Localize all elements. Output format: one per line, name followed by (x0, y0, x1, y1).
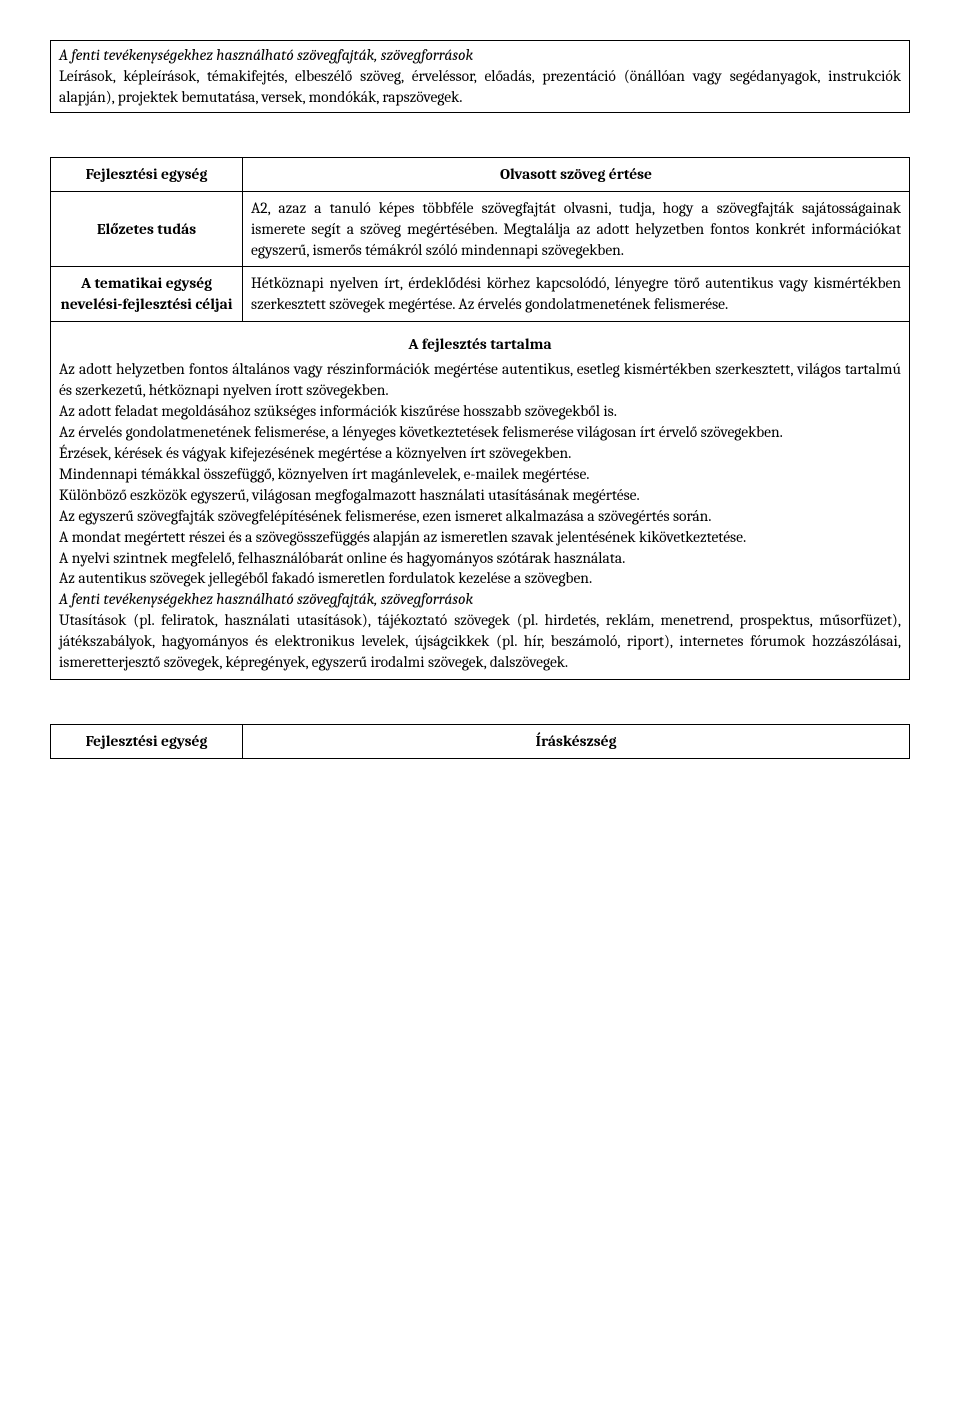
dev-title: A fejlesztés tartalma (59, 334, 901, 355)
dev-p6: Különböző eszközök egyszerű, világosan m… (59, 485, 901, 506)
table-olvasott: Fejlesztési egység Olvasott szöveg értés… (50, 157, 910, 680)
row1-title: Olvasott szöveg értése (243, 157, 910, 191)
dev-p5: Mindennapi témákkal összefüggő, köznyelv… (59, 464, 901, 485)
t2-row1-label: Fejlesztési egység (51, 725, 243, 759)
intro-heading: A fenti tevékenységekhez használható szö… (59, 46, 473, 64)
row2-body: A2, azaz a tanuló képes többféle szövegf… (243, 191, 910, 267)
t2-row1-title: Íráskészség (243, 725, 910, 759)
row2-label: Előzetes tudás (51, 191, 243, 267)
intro-body: Leírások, képleírások, témakifejtés, elb… (59, 67, 901, 106)
dev-p4: Érzések, kérések és vágyak kifejezésének… (59, 443, 901, 464)
table-iraskeszseg: Fejlesztési egység Íráskészség (50, 724, 910, 759)
intro-box: A fenti tevékenységekhez használható szö… (50, 40, 910, 113)
dev-p8: A mondat megértett részei és a szövegöss… (59, 527, 901, 548)
row1-label: Fejlesztési egység (51, 157, 243, 191)
dev-p9: A nyelvi szintnek megfelelő, felhasználó… (59, 548, 901, 569)
dev-p11: Utasítások (pl. feliratok, használati ut… (59, 610, 901, 673)
dev-p3: Az érvelés gondolatmenetének felismerése… (59, 422, 901, 443)
row3-label: A tematikai egység nevelési-fejlesztési … (51, 267, 243, 322)
development-cell: A fejlesztés tartalma Az adott helyzetbe… (51, 322, 910, 680)
dev-p1: Az adott helyzetben fontos általános vag… (59, 359, 901, 401)
dev-subhead: A fenti tevékenységekhez használható szö… (59, 589, 901, 610)
row3-body: Hétköznapi nyelven írt, érdeklődési körh… (243, 267, 910, 322)
dev-p10: Az autentikus szövegek jellegéből fakadó… (59, 568, 901, 589)
dev-p7: Az egyszerű szövegfajták szövegfelépítés… (59, 506, 901, 527)
dev-p2: Az adott feladat megoldásához szükséges … (59, 401, 901, 422)
